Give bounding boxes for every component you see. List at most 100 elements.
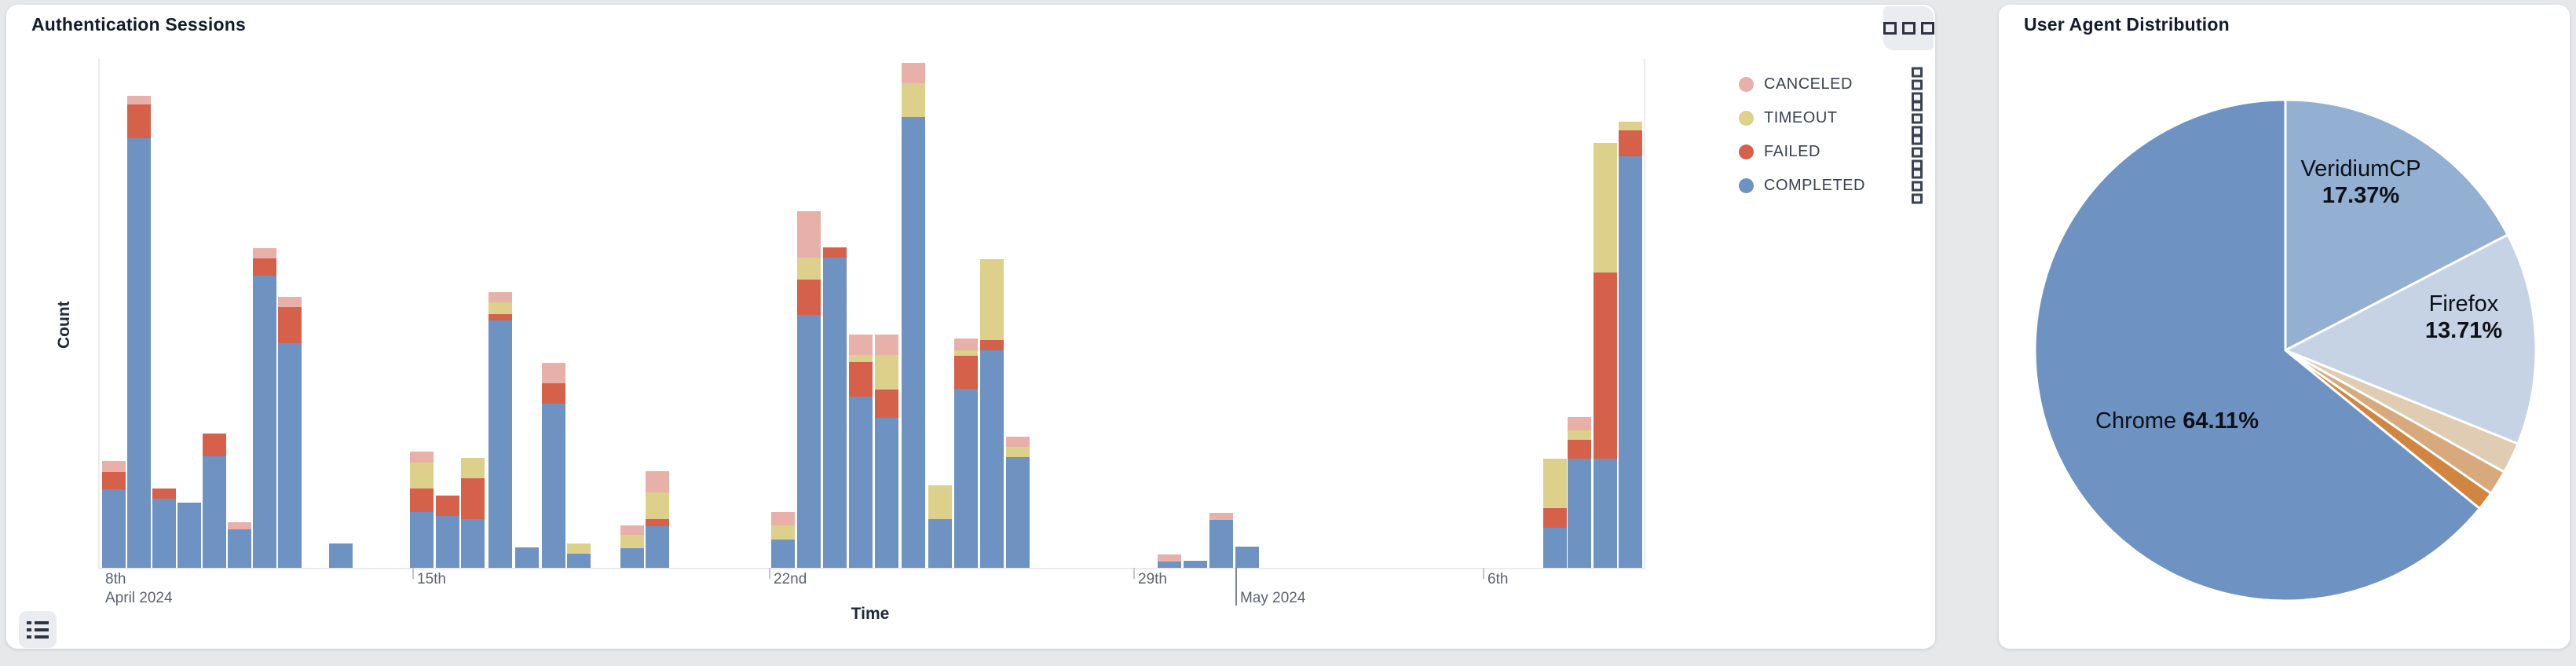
stacked-bar-34[interactable]: [1594, 142, 1617, 568]
stacked-bar-33[interactable]: [1568, 417, 1591, 568]
chart-legend: CANCELED TIMEOUT FAILED COMPLETED: [1739, 67, 1924, 203]
user-agent-pie-chart: [2033, 98, 2538, 602]
stacked-bar-15[interactable]: [567, 543, 591, 568]
bar-segment-completed: [177, 503, 201, 568]
x-tick-label: May 2024: [1240, 590, 1306, 606]
stacked-bar-27[interactable]: [1006, 437, 1030, 568]
stacked-bar-6[interactable]: [253, 248, 276, 568]
panel-menu-button[interactable]: [1883, 6, 1934, 50]
bar-segment-canceled: [875, 335, 898, 356]
stacked-bar-28[interactable]: [1158, 554, 1181, 568]
bar-segment-timeout: [1006, 447, 1030, 457]
drag-handle-icon[interactable]: [1912, 134, 1923, 170]
bar-segment-timeout: [461, 458, 485, 479]
stacked-bar-26[interactable]: [980, 259, 1004, 568]
bar-segment-failed: [278, 306, 302, 344]
bar-segment-failed: [646, 518, 669, 526]
legend-label: COMPLETED: [1764, 177, 1865, 194]
stacked-bar-12[interactable]: [488, 292, 512, 568]
bar-segment-failed: [849, 362, 873, 397]
legend-dot-icon: [1739, 145, 1754, 159]
bar-segment-timeout: [1619, 122, 1642, 130]
y-axis-label: Count: [55, 301, 73, 349]
stacked-bar-1[interactable]: [127, 95, 151, 568]
stacked-bar-19[interactable]: [797, 210, 821, 568]
stacked-bar-14[interactable]: [542, 362, 565, 568]
drag-handle-icon[interactable]: [1912, 101, 1923, 136]
bar-segment-canceled: [127, 95, 151, 104]
stacked-bar-32[interactable]: [1543, 459, 1567, 568]
bar-segment-completed: [278, 343, 302, 568]
bar-segment-canceled: [228, 521, 251, 530]
bar-segment-completed: [102, 489, 126, 568]
bar-segment-failed: [1543, 507, 1567, 528]
legend-item-completed[interactable]: COMPLETED: [1739, 168, 1924, 203]
legend-item-failed[interactable]: FAILED: [1739, 134, 1924, 170]
bar-segment-canceled: [1568, 417, 1591, 431]
stacked-bar-8[interactable]: [329, 543, 353, 568]
legend-item-timeout[interactable]: TIMEOUT: [1739, 101, 1924, 136]
x-tick-label: 6th: [1487, 571, 1509, 587]
bar-segment-failed: [102, 472, 126, 490]
stacked-bar-13[interactable]: [515, 547, 539, 568]
stacked-bar-29[interactable]: [1184, 560, 1207, 568]
bar-segment-completed: [620, 548, 644, 568]
bar-segment-timeout: [797, 258, 821, 280]
drag-handle-icon[interactable]: [1912, 67, 1923, 102]
bar-segment-completed: [515, 547, 539, 568]
stacked-bar-11[interactable]: [461, 458, 485, 568]
stacked-bar-22[interactable]: [875, 335, 898, 568]
x-tick-label: 29th: [1138, 571, 1167, 587]
stacked-bar-7[interactable]: [278, 296, 302, 568]
stacked-bar-20[interactable]: [823, 247, 847, 568]
stacked-bar-10[interactable]: [436, 496, 459, 568]
stacked-bar-16[interactable]: [620, 525, 644, 568]
stacked-bar-5[interactable]: [228, 521, 251, 568]
bar-segment-completed: [410, 512, 434, 568]
stacked-bar-24[interactable]: [928, 485, 952, 568]
stacked-bar-18[interactable]: [771, 512, 795, 568]
bar-segment-timeout: [771, 525, 795, 540]
bar-segment-completed: [1568, 459, 1591, 568]
stacked-bar-4[interactable]: [203, 433, 226, 568]
stacked-bar-21[interactable]: [849, 334, 873, 568]
bar-segment-timeout: [646, 492, 669, 519]
bar-segment-timeout: [849, 354, 873, 363]
pie-slice-firefox[interactable]: [2284, 233, 2538, 445]
stacked-bar-30[interactable]: [1209, 513, 1233, 568]
stacked-bar-3[interactable]: [177, 503, 201, 568]
bar-segment-canceled: [1209, 513, 1233, 521]
bar-segment-completed: [253, 276, 276, 568]
bar-segment-failed: [152, 488, 176, 499]
stacked-bar-2[interactable]: [152, 488, 176, 568]
bar-segment-completed: [203, 456, 226, 568]
auth-sessions-panel: Authentication Sessions 8th April 2024 15t…: [6, 5, 1935, 649]
x-axis-label: Time: [851, 605, 890, 623]
bar-segment-timeout: [902, 83, 925, 117]
stacked-bar-35[interactable]: [1619, 122, 1642, 568]
x-tick-label: 15th: [417, 571, 446, 587]
stacked-bar-31[interactable]: [1235, 546, 1259, 568]
legend-item-canceled[interactable]: CANCELED: [1739, 67, 1924, 102]
grid-menu-icon: [1883, 22, 1934, 35]
bar-segment-completed: [542, 403, 565, 568]
bar-segment-canceled: [954, 338, 978, 351]
bar-segment-failed: [488, 313, 512, 321]
bar-segment-completed: [771, 540, 795, 568]
pie-slice-label-chrome: Chrome 64.11%: [2095, 408, 2259, 434]
stacked-bar-0[interactable]: [102, 460, 126, 568]
stacked-bar-25[interactable]: [954, 338, 978, 568]
bar-segment-canceled: [102, 460, 126, 473]
bar-segment-failed: [1619, 130, 1642, 156]
x-tick-label: 22nd: [774, 571, 807, 587]
bar-segment-completed: [152, 498, 176, 568]
bar-segment-completed: [928, 518, 952, 568]
stacked-bar-9[interactable]: [410, 451, 434, 568]
stacked-bar-23[interactable]: [902, 63, 925, 568]
pie-slice-veridiumcp[interactable]: [2284, 98, 2509, 352]
drag-handle-icon[interactable]: [1912, 168, 1923, 203]
bar-segment-canceled: [902, 63, 925, 84]
data-view-button[interactable]: [19, 611, 57, 648]
pie-slice-chrome[interactable]: [2033, 98, 2481, 602]
stacked-bar-17[interactable]: [646, 470, 669, 568]
